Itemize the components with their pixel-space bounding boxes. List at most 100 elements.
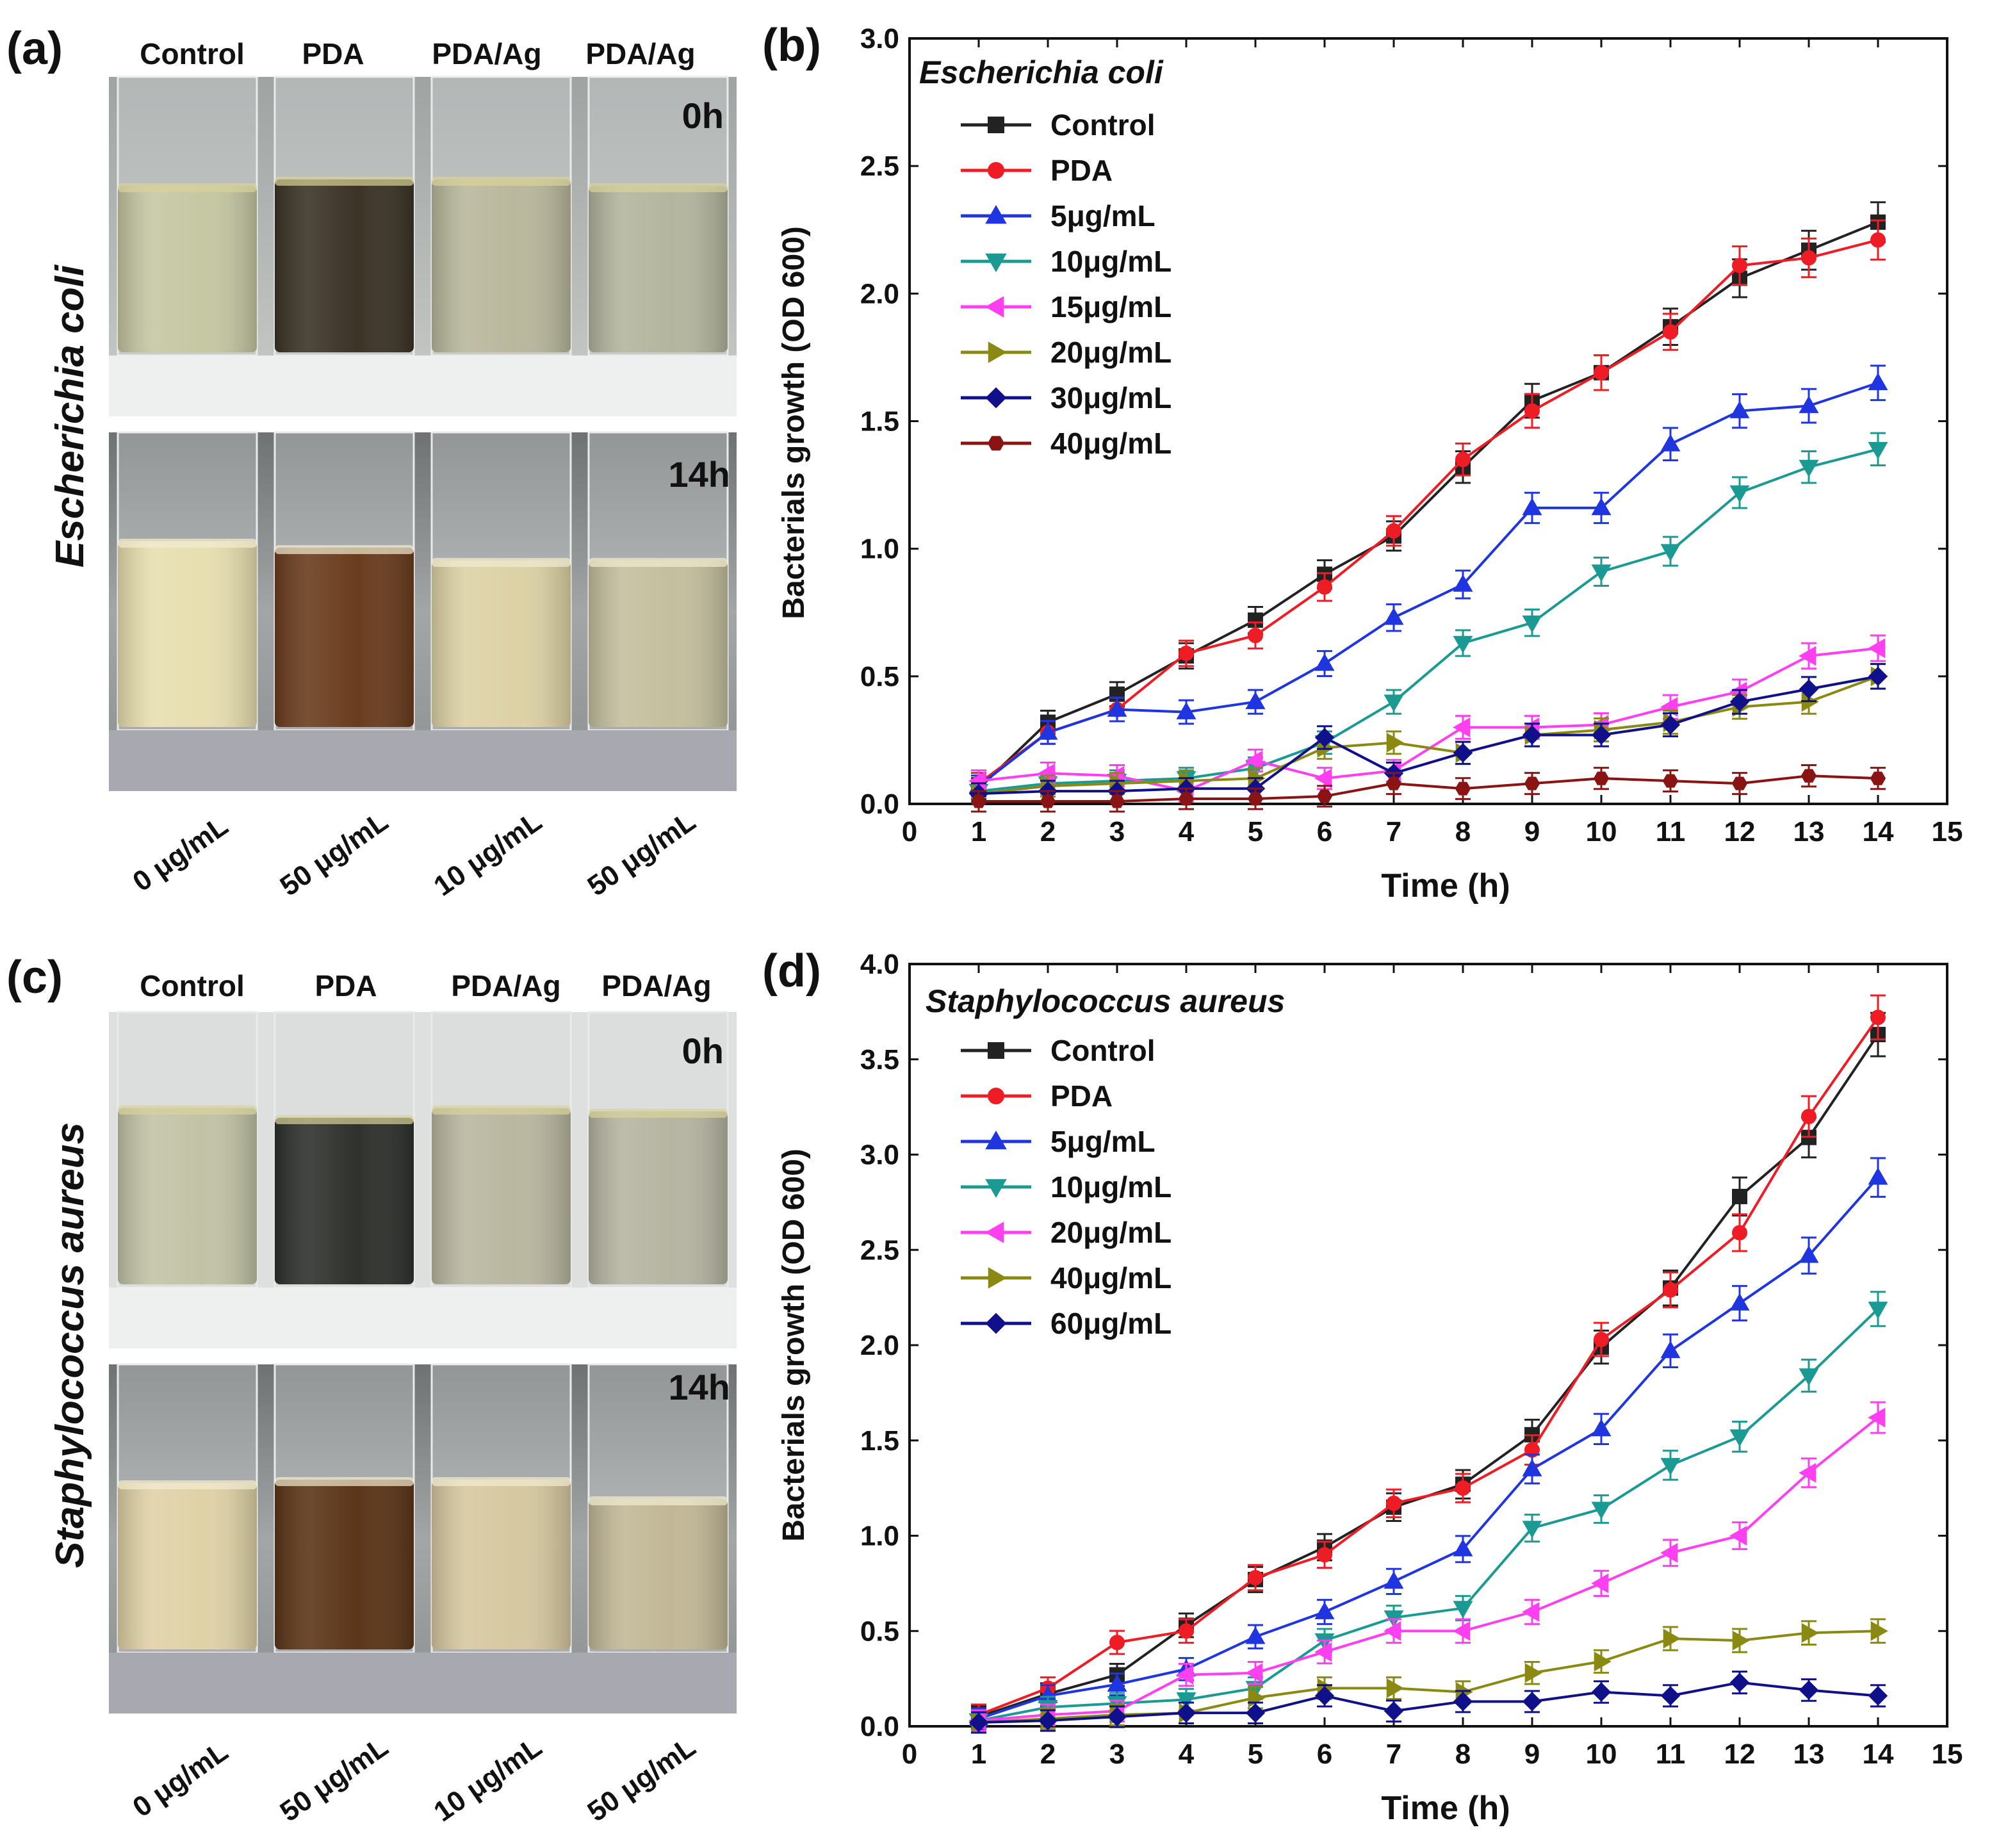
data-point bbox=[1870, 1621, 1888, 1641]
data-point bbox=[1245, 691, 1266, 709]
vial-meniscus bbox=[275, 177, 414, 186]
chart-b-panel-label: (b) bbox=[762, 20, 821, 71]
legend-label: 30μg/mL bbox=[1050, 381, 1172, 414]
x-tick-label: 14 bbox=[1863, 1738, 1894, 1770]
panel-a-header-pda-ag-2: PDA/Ag bbox=[585, 37, 695, 70]
panel-a-conc-1: 0 μg/mL bbox=[127, 810, 234, 898]
data-point bbox=[1314, 1686, 1335, 1706]
data-point bbox=[1870, 771, 1886, 785]
legend-marker bbox=[985, 1179, 1007, 1198]
legend-label: 10μg/mL bbox=[1050, 245, 1172, 278]
vial-meniscus bbox=[589, 1496, 728, 1505]
data-point bbox=[1247, 792, 1264, 806]
data-point bbox=[1314, 768, 1332, 789]
legend-marker bbox=[985, 253, 1007, 273]
legend-marker bbox=[984, 1222, 1004, 1243]
vial-shading bbox=[589, 560, 728, 727]
data-point bbox=[1522, 615, 1542, 633]
data-point bbox=[1040, 794, 1056, 808]
data-point bbox=[1732, 1630, 1750, 1651]
legend-label: 5μg/mL bbox=[1050, 199, 1155, 233]
x-tick-label: 1 bbox=[971, 1738, 986, 1770]
data-point bbox=[1384, 1571, 1404, 1589]
legend-label: PDA bbox=[1050, 154, 1113, 187]
vial-shading bbox=[275, 1480, 414, 1649]
data-point bbox=[1038, 1710, 1058, 1731]
vial-meniscus bbox=[432, 1477, 571, 1486]
data-point bbox=[1800, 769, 1817, 783]
vial-shading bbox=[118, 186, 257, 352]
series-40-g-ml bbox=[970, 764, 1886, 813]
data-point bbox=[1316, 789, 1333, 803]
data-point bbox=[1179, 645, 1194, 661]
legend-marker bbox=[988, 1042, 1004, 1059]
data-point bbox=[1660, 434, 1681, 452]
legend-marker bbox=[984, 296, 1004, 318]
data-point bbox=[1314, 653, 1335, 671]
x-tick-label: 8 bbox=[1455, 1738, 1471, 1770]
panel-a-photo: (a) Control PDA PDA/Ag PDA/Ag 0h 14h Esc… bbox=[6, 23, 737, 903]
x-tick-label: 8 bbox=[1455, 816, 1471, 847]
data-point bbox=[1107, 1706, 1127, 1727]
data-point bbox=[1868, 1167, 1888, 1185]
data-point bbox=[1107, 1674, 1127, 1692]
vial-shading bbox=[118, 1483, 257, 1649]
legend-marker bbox=[985, 387, 1007, 409]
data-point bbox=[1386, 523, 1401, 539]
x-tick-label: 5 bbox=[1248, 816, 1263, 847]
data-point bbox=[1522, 498, 1542, 516]
y-tick-label: 0.5 bbox=[860, 1615, 899, 1647]
data-point bbox=[1660, 1686, 1681, 1706]
data-point bbox=[1729, 1672, 1750, 1692]
y-tick-label: 0.0 bbox=[860, 789, 899, 820]
data-point bbox=[1317, 579, 1332, 595]
x-tick-label: 4 bbox=[1179, 1738, 1195, 1770]
vial-meniscus bbox=[432, 177, 571, 186]
series-line bbox=[977, 238, 1879, 785]
legend-marker bbox=[988, 1267, 1008, 1289]
y-tick-label: 1.5 bbox=[860, 1425, 899, 1457]
vial-meniscus bbox=[589, 558, 728, 567]
data-point bbox=[1663, 1628, 1681, 1649]
chart-d-x-label: Time (h) bbox=[1381, 1790, 1510, 1827]
data-point bbox=[1248, 628, 1263, 644]
data-point bbox=[1109, 794, 1125, 808]
data-point bbox=[1729, 485, 1750, 503]
data-point bbox=[1729, 400, 1750, 418]
data-point bbox=[1522, 725, 1542, 745]
x-tick-label: 6 bbox=[1317, 816, 1332, 847]
x-tick-label: 15 bbox=[1932, 1738, 1963, 1770]
data-point bbox=[1524, 403, 1540, 419]
legend-label: 5μg/mL bbox=[1050, 1125, 1155, 1158]
data-point bbox=[1522, 1459, 1542, 1476]
data-point bbox=[1245, 750, 1263, 771]
series-line bbox=[978, 1630, 1879, 1724]
data-point bbox=[1870, 1010, 1886, 1026]
data-point bbox=[1038, 722, 1058, 740]
data-point bbox=[1663, 1282, 1678, 1298]
data-point bbox=[970, 794, 987, 808]
photo-bench bbox=[109, 1288, 737, 1348]
vial-shading bbox=[432, 560, 571, 727]
panel-c-label: (c) bbox=[6, 952, 63, 1003]
s-aureus-14h-photo bbox=[109, 1363, 737, 1713]
y-tick-label: 3.5 bbox=[860, 1044, 899, 1075]
data-point bbox=[1453, 743, 1473, 763]
data-point bbox=[1453, 574, 1473, 592]
data-point bbox=[1799, 395, 1819, 413]
panel-a-conc-2: 50 μg/mL bbox=[275, 806, 394, 903]
panel-c-conc-1: 0 μg/mL bbox=[127, 1736, 234, 1824]
x-tick-label: 0 bbox=[902, 1738, 917, 1770]
data-point bbox=[1732, 258, 1747, 274]
y-tick-label: 4.0 bbox=[860, 949, 899, 980]
data-point bbox=[1524, 776, 1540, 790]
vial-shading bbox=[589, 1111, 728, 1284]
series-line bbox=[978, 675, 1879, 796]
y-tick-label: 1.0 bbox=[860, 1521, 899, 1552]
data-point bbox=[1799, 646, 1816, 666]
chart-d-panel-label: (d) bbox=[762, 945, 821, 997]
vial-meniscus bbox=[118, 1106, 257, 1115]
data-point bbox=[1176, 1665, 1194, 1685]
data-point bbox=[1455, 1480, 1471, 1496]
x-tick-label: 10 bbox=[1586, 816, 1617, 847]
